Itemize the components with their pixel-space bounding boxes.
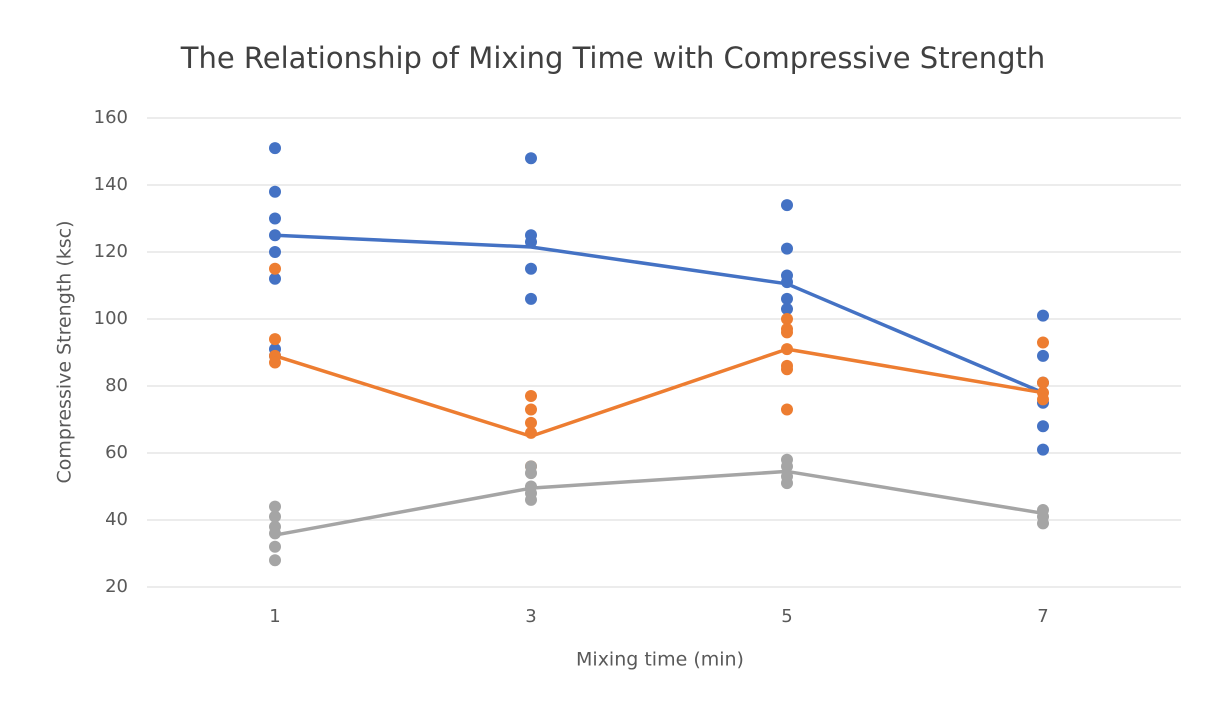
data-point (781, 292, 793, 305)
data-point (525, 152, 537, 165)
y-tick-label: 20 (105, 576, 128, 597)
y-tick-label: 60 (105, 442, 128, 463)
data-point (269, 356, 281, 369)
data-point (781, 403, 793, 416)
data-point (525, 390, 537, 403)
data-point (525, 416, 537, 429)
data-point (1037, 309, 1049, 322)
data-point (525, 292, 537, 305)
x-tick-label: 1 (269, 606, 280, 627)
y-tick-label: 80 (105, 375, 128, 396)
y-tick-label: 120 (94, 241, 128, 262)
data-point (525, 403, 537, 416)
x-tick-label: 7 (1037, 606, 1048, 627)
data-point (525, 493, 537, 506)
data-point (781, 343, 793, 356)
y-tick-label: 160 (94, 107, 128, 128)
y-tick-label: 140 (94, 174, 128, 195)
data-point (781, 363, 793, 376)
data-point (269, 510, 281, 523)
y-tick-label: 100 (94, 308, 128, 329)
data-point (1037, 393, 1049, 406)
data-point (269, 246, 281, 258)
chart-title: The Relationship of Mixing Time with Com… (180, 41, 1046, 75)
data-point (269, 272, 281, 285)
data-point (269, 554, 281, 567)
data-point (269, 185, 281, 198)
x-tick-label: 5 (781, 606, 792, 627)
data-point (1037, 376, 1049, 389)
mean-line (274, 469, 1044, 537)
data-point (781, 460, 793, 473)
x-axis-title: Mixing time (min) (576, 649, 744, 671)
data-point (269, 229, 281, 242)
data-point (269, 262, 281, 275)
data-point (269, 212, 281, 225)
data-point (269, 540, 281, 553)
data-point (269, 142, 281, 155)
data-point (525, 235, 537, 248)
data-point (525, 426, 537, 439)
data-point (781, 326, 793, 339)
data-point (1037, 443, 1049, 456)
data-point (781, 276, 793, 289)
data-point (525, 262, 537, 275)
mean-line (274, 347, 1044, 438)
data-point (781, 199, 793, 212)
y-axis-title: Compressive Strength (ksc) (54, 221, 76, 484)
data-point (269, 527, 281, 540)
data-point (781, 302, 793, 315)
data-point (1037, 349, 1049, 362)
data-point (1037, 336, 1049, 349)
mean-line (274, 233, 1044, 395)
data-point (269, 500, 281, 513)
data-point (781, 242, 793, 255)
y-tick-label: 40 (105, 509, 128, 530)
data-point (1037, 420, 1049, 433)
data-point (269, 333, 281, 346)
x-tick-label: 3 (525, 606, 536, 627)
data-point (525, 467, 537, 480)
data-point (781, 313, 793, 325)
data-point (1037, 517, 1049, 530)
data-point (781, 477, 793, 490)
